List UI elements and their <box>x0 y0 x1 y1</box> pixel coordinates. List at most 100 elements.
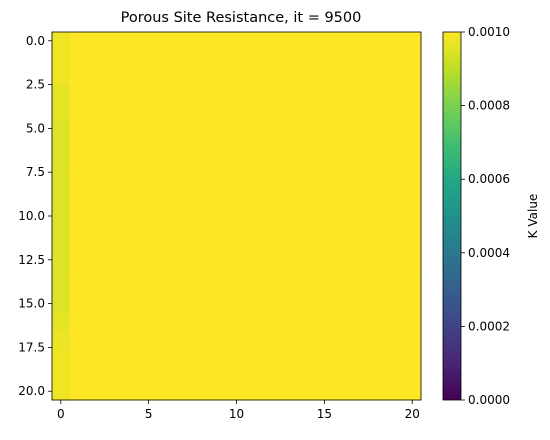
heatmap-cell <box>403 294 422 313</box>
heatmap-cell <box>227 364 246 383</box>
heatmap-cell <box>403 189 422 208</box>
y-tick-label: 12.5 <box>18 253 45 267</box>
heatmap-cell <box>262 294 281 313</box>
heatmap-cell <box>315 67 334 86</box>
heatmap-cell <box>315 84 334 103</box>
heatmap-cell <box>227 102 246 121</box>
heatmap-cell <box>104 84 123 103</box>
heatmap-cell <box>350 224 369 243</box>
heatmap-cell <box>122 312 141 331</box>
heatmap-cell <box>333 67 352 86</box>
heatmap-cell <box>298 49 317 68</box>
colorbar-tick-label: 0.0010 <box>468 25 510 39</box>
heatmap-cell <box>175 259 194 278</box>
heatmap-cell <box>104 347 123 366</box>
heatmap-cell <box>403 172 422 191</box>
heatmap-cell <box>245 224 264 243</box>
colorbar-tick-label: 0.0000 <box>468 393 510 407</box>
heatmap-cell <box>350 382 369 401</box>
heatmap-cell <box>139 364 158 383</box>
heatmap-cell <box>157 259 176 278</box>
heatmap-cell <box>385 189 404 208</box>
heatmap-cell <box>227 224 246 243</box>
heatmap-cell <box>87 154 106 173</box>
heatmap-cell <box>368 347 387 366</box>
heatmap-cell <box>210 119 229 138</box>
heatmap-cell <box>122 242 141 261</box>
heatmap-cell <box>385 224 404 243</box>
heatmap-cell <box>157 277 176 296</box>
heatmap-cell <box>403 32 422 51</box>
heatmap-cell <box>87 67 106 86</box>
heatmap-cell <box>245 294 264 313</box>
heatmap-cell <box>227 259 246 278</box>
heatmap-cell <box>403 154 422 173</box>
heatmap-cell <box>280 224 299 243</box>
heatmap-cell <box>175 277 194 296</box>
heatmap-cell <box>192 259 211 278</box>
heatmap-cell <box>262 277 281 296</box>
heatmap-cell <box>157 137 176 156</box>
heatmap-cell <box>210 347 229 366</box>
heatmap-cell <box>210 67 229 86</box>
heatmap-cell <box>262 32 281 51</box>
heatmap-cell <box>139 32 158 51</box>
heatmap-cell <box>157 67 176 86</box>
heatmap-cell <box>315 172 334 191</box>
heatmap-cell <box>298 207 317 226</box>
heatmap-cell <box>298 119 317 138</box>
y-tick-label: 5.0 <box>26 121 45 135</box>
heatmap-cell <box>262 49 281 68</box>
heatmap-cell <box>122 189 141 208</box>
heatmap-cell <box>368 119 387 138</box>
heatmap-cell <box>69 189 88 208</box>
heatmap-cell <box>157 224 176 243</box>
heatmap-cell <box>280 259 299 278</box>
heatmap-cell <box>315 49 334 68</box>
heatmap-cell <box>315 224 334 243</box>
heatmap-cell <box>333 312 352 331</box>
heatmap-cell <box>262 67 281 86</box>
heatmap-cell <box>69 49 88 68</box>
heatmap-cell <box>385 294 404 313</box>
heatmap-cell <box>298 154 317 173</box>
heatmap-cell <box>315 294 334 313</box>
heatmap-cell <box>298 189 317 208</box>
heatmap-cell <box>350 67 369 86</box>
heatmap-cell <box>210 329 229 348</box>
heatmap-cell <box>385 329 404 348</box>
heatmap-cell <box>122 49 141 68</box>
heatmap-cell <box>192 137 211 156</box>
heatmap-cell <box>245 102 264 121</box>
heatmap-cell <box>52 294 71 313</box>
heatmap-cell <box>87 172 106 191</box>
heatmap-cell <box>69 364 88 383</box>
heatmap-cell <box>104 207 123 226</box>
heatmap-cell <box>69 347 88 366</box>
heatmap-cell <box>245 259 264 278</box>
heatmap-cell <box>227 137 246 156</box>
heatmap-cell <box>122 364 141 383</box>
heatmap-cell <box>139 382 158 401</box>
heatmap-cell <box>245 312 264 331</box>
heatmap-cell <box>245 382 264 401</box>
heatmap-cell <box>175 329 194 348</box>
heatmap-cell <box>385 154 404 173</box>
heatmap-cell <box>192 32 211 51</box>
heatmap-cell <box>69 172 88 191</box>
heatmap-cell <box>122 102 141 121</box>
heatmap-cell <box>298 172 317 191</box>
heatmap-cell <box>385 347 404 366</box>
heatmap-cell <box>315 312 334 331</box>
heatmap-cell <box>139 119 158 138</box>
heatmap-cell <box>315 102 334 121</box>
heatmap-cell <box>52 347 71 366</box>
heatmap-cell <box>157 312 176 331</box>
heatmap-cell <box>210 312 229 331</box>
heatmap-cell <box>192 347 211 366</box>
heatmap-cell <box>280 242 299 261</box>
heatmap-cell <box>52 137 71 156</box>
heatmap-cell <box>139 207 158 226</box>
heatmap-cell <box>52 312 71 331</box>
heatmap-cell <box>104 312 123 331</box>
